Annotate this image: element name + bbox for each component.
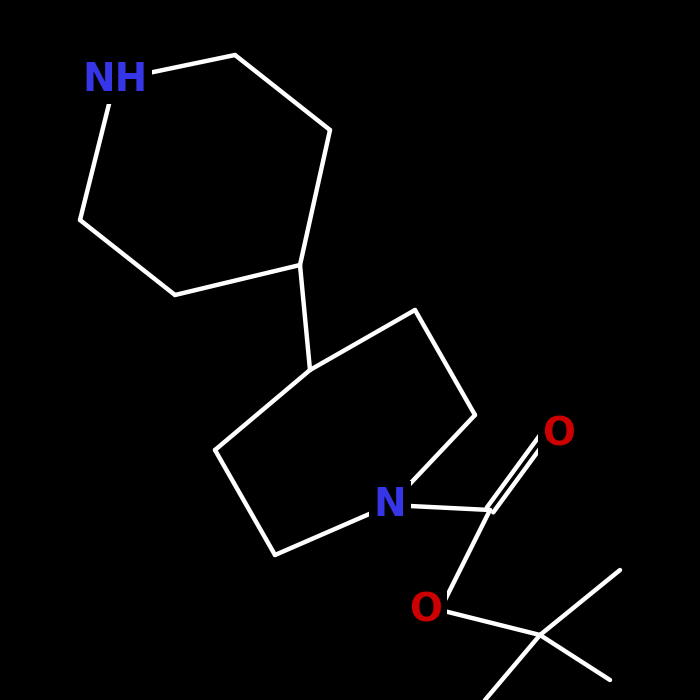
Text: O: O [410, 591, 442, 629]
Text: N: N [374, 486, 406, 524]
Text: NH: NH [83, 61, 148, 99]
Text: O: O [542, 416, 575, 454]
